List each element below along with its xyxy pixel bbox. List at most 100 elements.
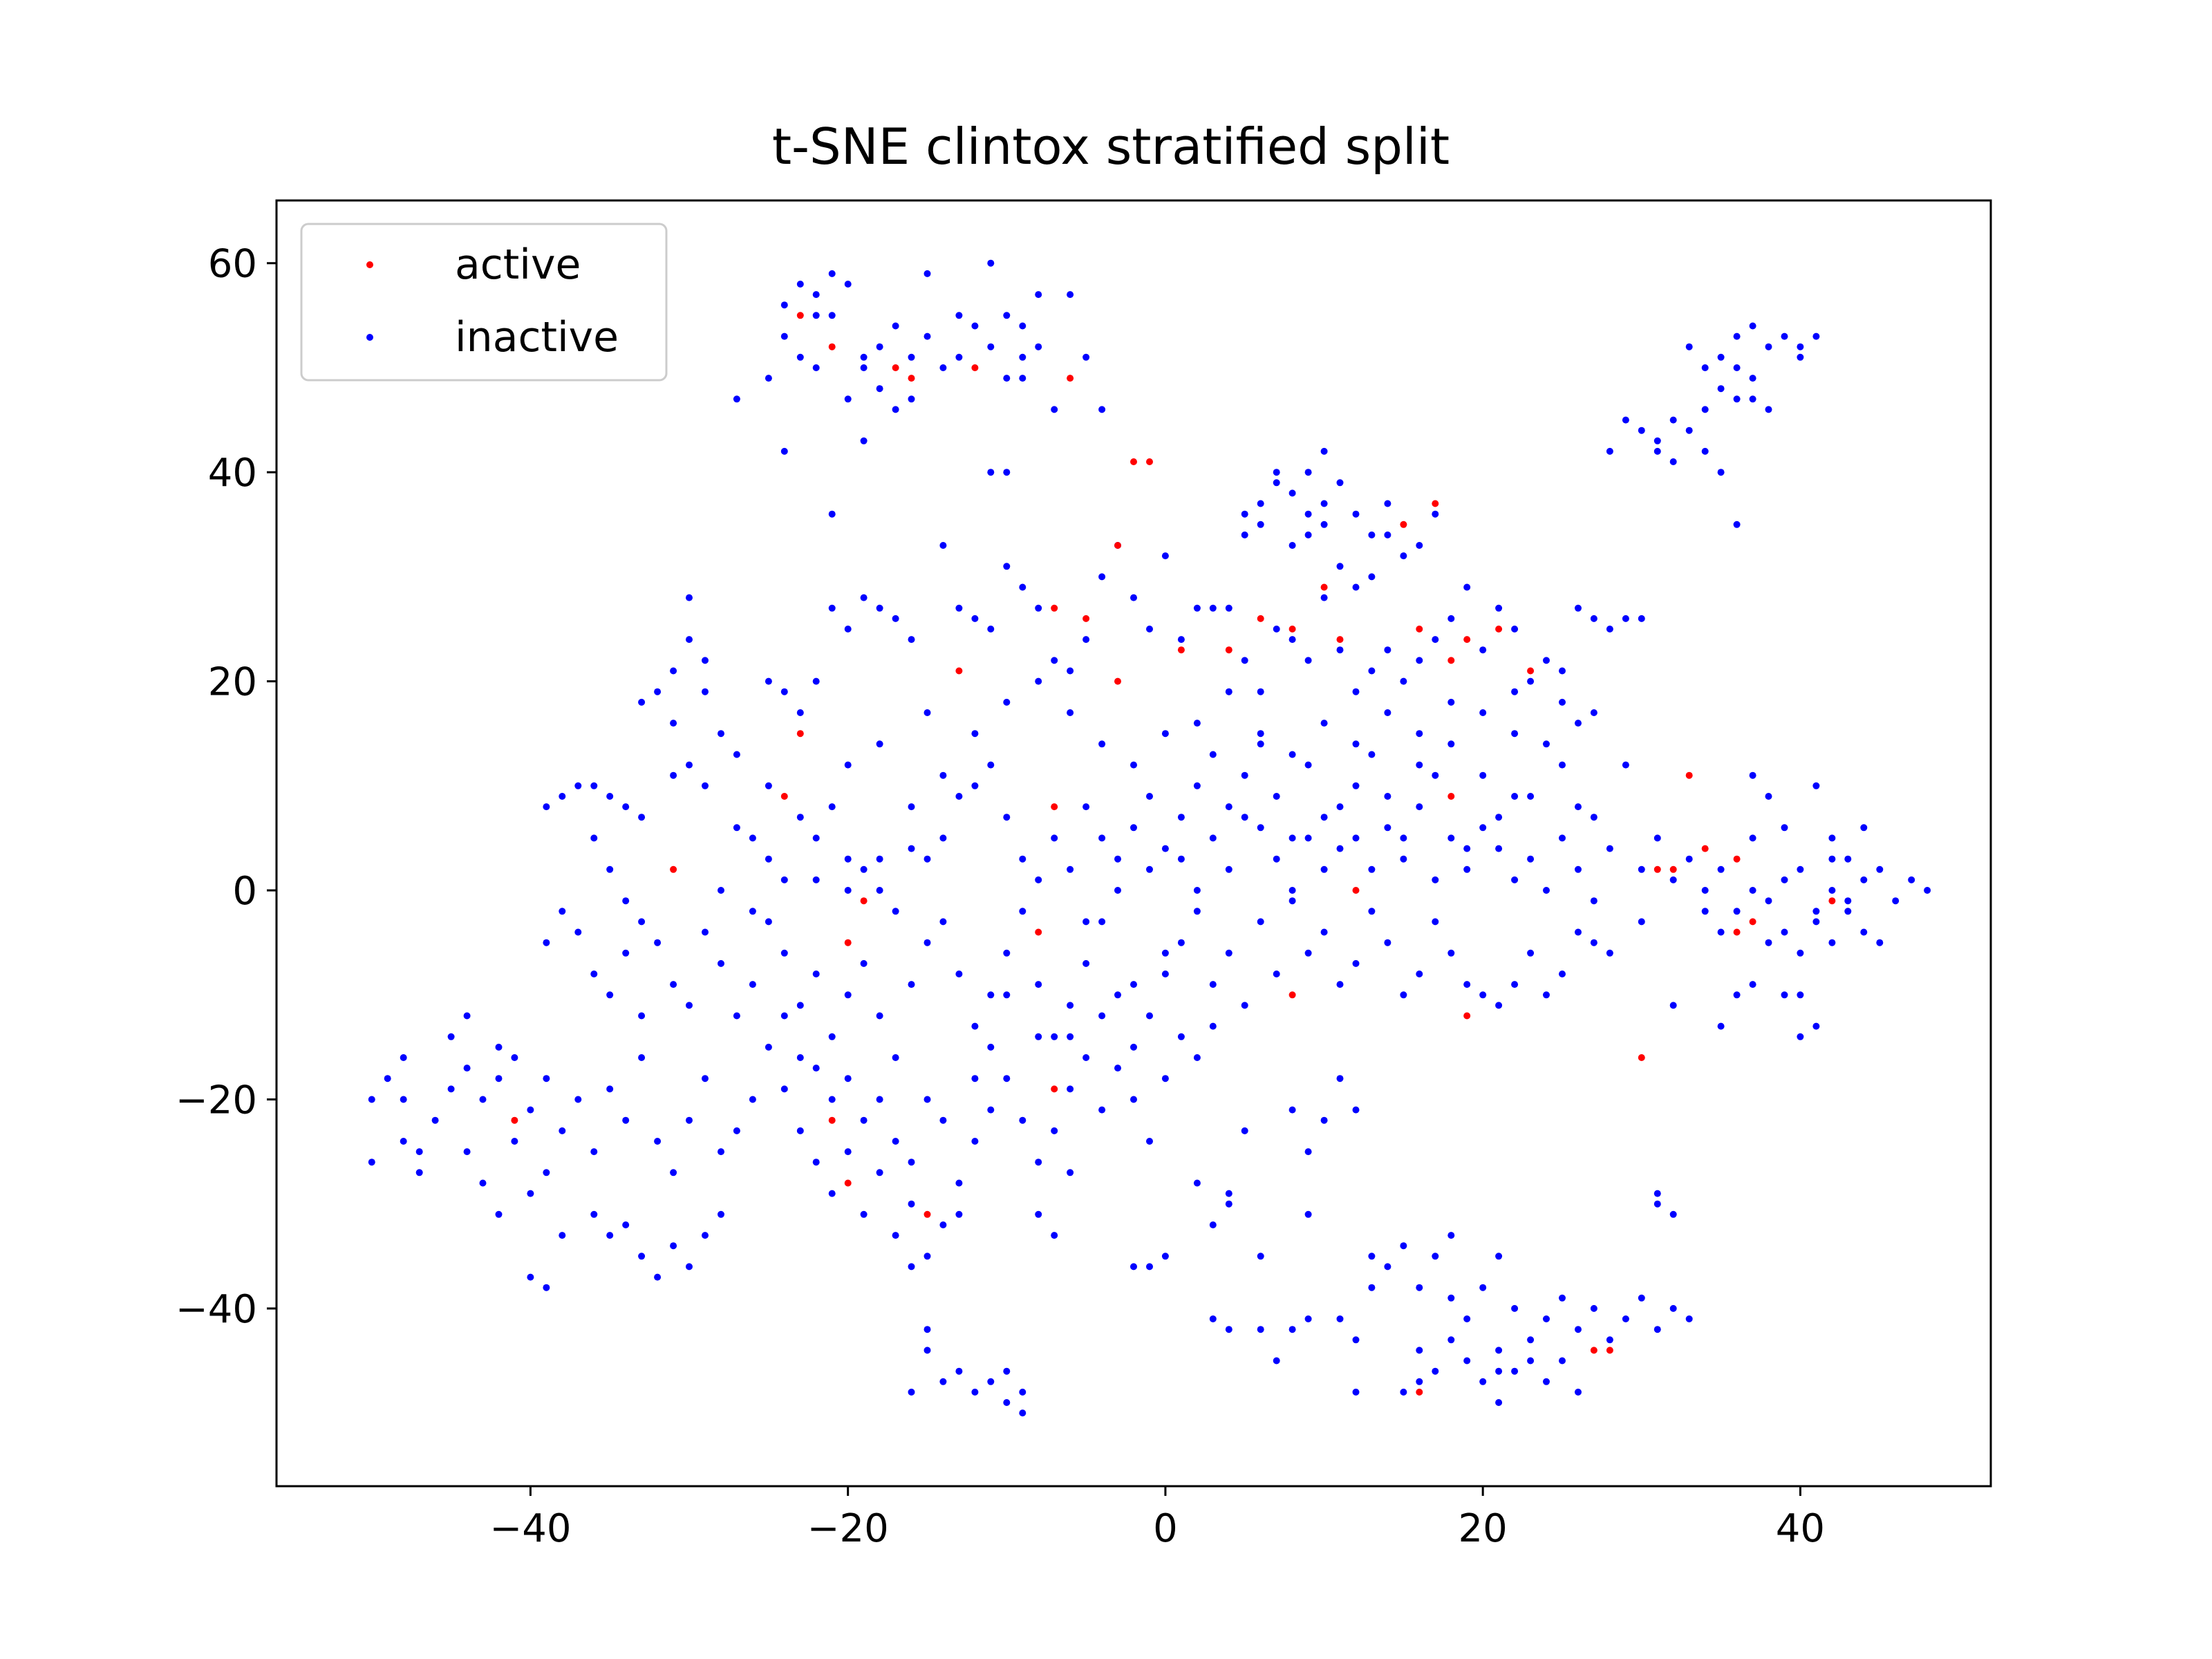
point-inactive-323 bbox=[384, 1075, 391, 1082]
point-inactive-470 bbox=[1797, 865, 1804, 873]
point-inactive-454 bbox=[1669, 1210, 1677, 1218]
point-inactive-557 bbox=[1527, 793, 1535, 800]
point-inactive-512 bbox=[971, 1075, 979, 1082]
point-inactive-110 bbox=[1130, 594, 1137, 601]
point-inactive-448 bbox=[1400, 1388, 1407, 1396]
point-inactive-118 bbox=[1257, 688, 1264, 695]
point-inactive-233 bbox=[622, 897, 630, 905]
point-inactive-562 bbox=[844, 887, 852, 894]
point-inactive-337 bbox=[638, 1253, 646, 1260]
point-inactive-431 bbox=[1606, 1336, 1613, 1344]
point-inactive-300 bbox=[1590, 897, 1597, 905]
point-active-34 bbox=[1447, 793, 1455, 800]
point-inactive-398 bbox=[1193, 1179, 1201, 1187]
point-inactive-520 bbox=[892, 1138, 899, 1145]
point-inactive-194 bbox=[1035, 876, 1042, 883]
point-active-23 bbox=[1527, 667, 1535, 675]
point-active-33 bbox=[1352, 887, 1360, 894]
point-inactive-236 bbox=[559, 908, 566, 915]
point-inactive-328 bbox=[463, 1148, 471, 1156]
point-inactive-491 bbox=[1812, 1022, 1820, 1030]
point-inactive-477 bbox=[1908, 876, 1915, 883]
point-inactive-48 bbox=[1669, 416, 1677, 424]
point-inactive-40 bbox=[828, 510, 836, 518]
point-inactive-578 bbox=[1352, 740, 1360, 748]
point-inactive-417 bbox=[1384, 1263, 1391, 1271]
point-inactive-77 bbox=[1304, 510, 1312, 518]
point-inactive-95 bbox=[1368, 573, 1376, 581]
point-inactive-266 bbox=[1051, 1033, 1058, 1040]
point-inactive-456 bbox=[1225, 1200, 1232, 1208]
point-inactive-382 bbox=[908, 1388, 915, 1396]
point-inactive-70 bbox=[1733, 364, 1741, 371]
point-inactive-246 bbox=[733, 1012, 740, 1020]
point-inactive-176 bbox=[749, 834, 756, 842]
point-inactive-93 bbox=[1336, 563, 1344, 570]
point-inactive-258 bbox=[924, 939, 931, 946]
point-inactive-342 bbox=[718, 1210, 724, 1218]
point-inactive-15 bbox=[908, 395, 915, 403]
point-inactive-163 bbox=[686, 594, 693, 601]
point-inactive-500 bbox=[1622, 761, 1629, 769]
point-inactive-527 bbox=[1035, 1033, 1042, 1040]
point-inactive-475 bbox=[1876, 865, 1884, 873]
point-inactive-377 bbox=[1193, 1054, 1201, 1061]
point-inactive-213 bbox=[1336, 845, 1344, 852]
point-inactive-473 bbox=[1844, 855, 1852, 863]
point-inactive-279 bbox=[1257, 918, 1264, 926]
point-inactive-121 bbox=[1304, 657, 1312, 664]
point-inactive-425 bbox=[1511, 1304, 1519, 1312]
point-inactive-481 bbox=[1812, 918, 1820, 926]
point-inactive-436 bbox=[1685, 1315, 1693, 1322]
point-inactive-399 bbox=[1209, 1221, 1217, 1228]
point-inactive-83 bbox=[1384, 531, 1391, 538]
point-inactive-526 bbox=[987, 1043, 995, 1051]
point-inactive-76 bbox=[1304, 469, 1312, 476]
point-inactive-178 bbox=[780, 876, 788, 883]
point-inactive-321 bbox=[415, 1148, 423, 1156]
point-inactive-113 bbox=[1177, 636, 1185, 644]
point-inactive-426 bbox=[1527, 1336, 1535, 1344]
point-inactive-446 bbox=[1559, 1357, 1566, 1365]
point-inactive-384 bbox=[955, 1367, 963, 1375]
point-inactive-226 bbox=[1543, 887, 1550, 894]
point-active-10 bbox=[1114, 542, 1121, 549]
point-inactive-486 bbox=[1765, 939, 1772, 946]
point-inactive-267 bbox=[1067, 1002, 1074, 1009]
point-inactive-583 bbox=[1511, 688, 1519, 695]
point-inactive-314 bbox=[638, 1054, 646, 1061]
point-inactive-577 bbox=[1320, 720, 1328, 727]
point-inactive-143 bbox=[1559, 698, 1566, 706]
point-inactive-196 bbox=[1067, 865, 1074, 873]
point-inactive-66 bbox=[1797, 353, 1804, 361]
point-inactive-9 bbox=[876, 343, 883, 350]
point-active-32 bbox=[1035, 928, 1042, 936]
point-inactive-248 bbox=[765, 918, 772, 926]
point-inactive-381 bbox=[924, 1347, 931, 1354]
point-inactive-131 bbox=[1463, 583, 1471, 591]
point-inactive-421 bbox=[1447, 1294, 1455, 1302]
point-inactive-200 bbox=[1130, 824, 1137, 832]
point-inactive-471 bbox=[1812, 908, 1820, 915]
point-inactive-49 bbox=[1653, 447, 1661, 455]
point-inactive-299 bbox=[1575, 928, 1582, 936]
point-inactive-160 bbox=[670, 667, 677, 675]
point-inactive-324 bbox=[368, 1096, 375, 1103]
point-inactive-584 bbox=[924, 709, 931, 716]
point-inactive-22 bbox=[939, 364, 947, 371]
point-inactive-8 bbox=[860, 353, 868, 361]
point-inactive-276 bbox=[1209, 981, 1217, 988]
point-inactive-313 bbox=[622, 1116, 630, 1124]
point-inactive-87 bbox=[1241, 510, 1248, 518]
point-inactive-326 bbox=[400, 1138, 407, 1145]
point-inactive-359 bbox=[908, 1200, 915, 1208]
point-inactive-71 bbox=[1701, 406, 1709, 413]
point-inactive-320 bbox=[431, 1116, 439, 1124]
point-inactive-330 bbox=[495, 1210, 503, 1218]
point-active-24 bbox=[1447, 657, 1455, 664]
y-tick-label-1: −20 bbox=[176, 1078, 257, 1123]
point-inactive-148 bbox=[828, 604, 836, 612]
point-inactive-33 bbox=[1051, 406, 1058, 413]
point-inactive-459 bbox=[1495, 1367, 1503, 1375]
point-inactive-542 bbox=[1511, 793, 1519, 800]
